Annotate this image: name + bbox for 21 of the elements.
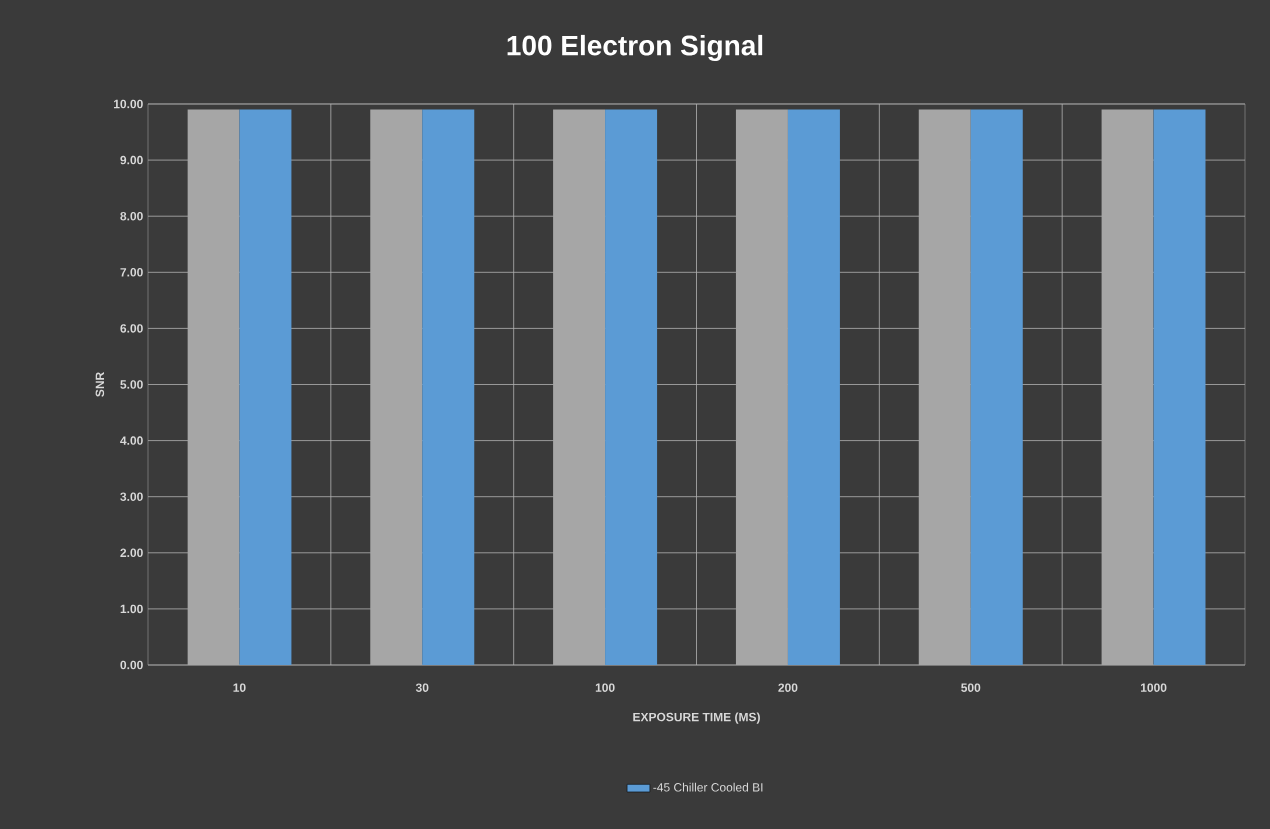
y-tick-label: 8.00 (120, 211, 143, 221)
x-tick-label: 200 (778, 683, 798, 692)
y-tick-label: 9.00 (120, 155, 143, 165)
x-tick-label: 30 (415, 683, 429, 692)
legend-label: -45 Chiller Cooled BI (653, 782, 763, 792)
y-tick-label: 1.00 (120, 604, 143, 614)
y-tick-label: 6.00 (120, 324, 143, 333)
y-tick-label: 10.00 (114, 99, 143, 109)
x-axis-title: EXPOSURE TIME (MS) (633, 712, 760, 724)
y-axis-title: SNR (95, 372, 105, 397)
x-tick-label: 500 (961, 683, 981, 692)
y-tick-label: 4.00 (120, 436, 143, 445)
y-tick-label: 2.00 (120, 548, 143, 558)
y-tick-label: 3.00 (120, 492, 143, 501)
y-tick-label: 5.00 (120, 380, 143, 389)
y-tick-label: 0.00 (120, 660, 143, 670)
x-tick-label: 1000 (1141, 683, 1167, 692)
x-tick-label: 100 (595, 683, 615, 692)
x-tick-label: 10 (233, 683, 246, 692)
y-tick-label: 7.00 (120, 268, 143, 277)
chart-title: 100 Electron Signal (507, 34, 763, 62)
